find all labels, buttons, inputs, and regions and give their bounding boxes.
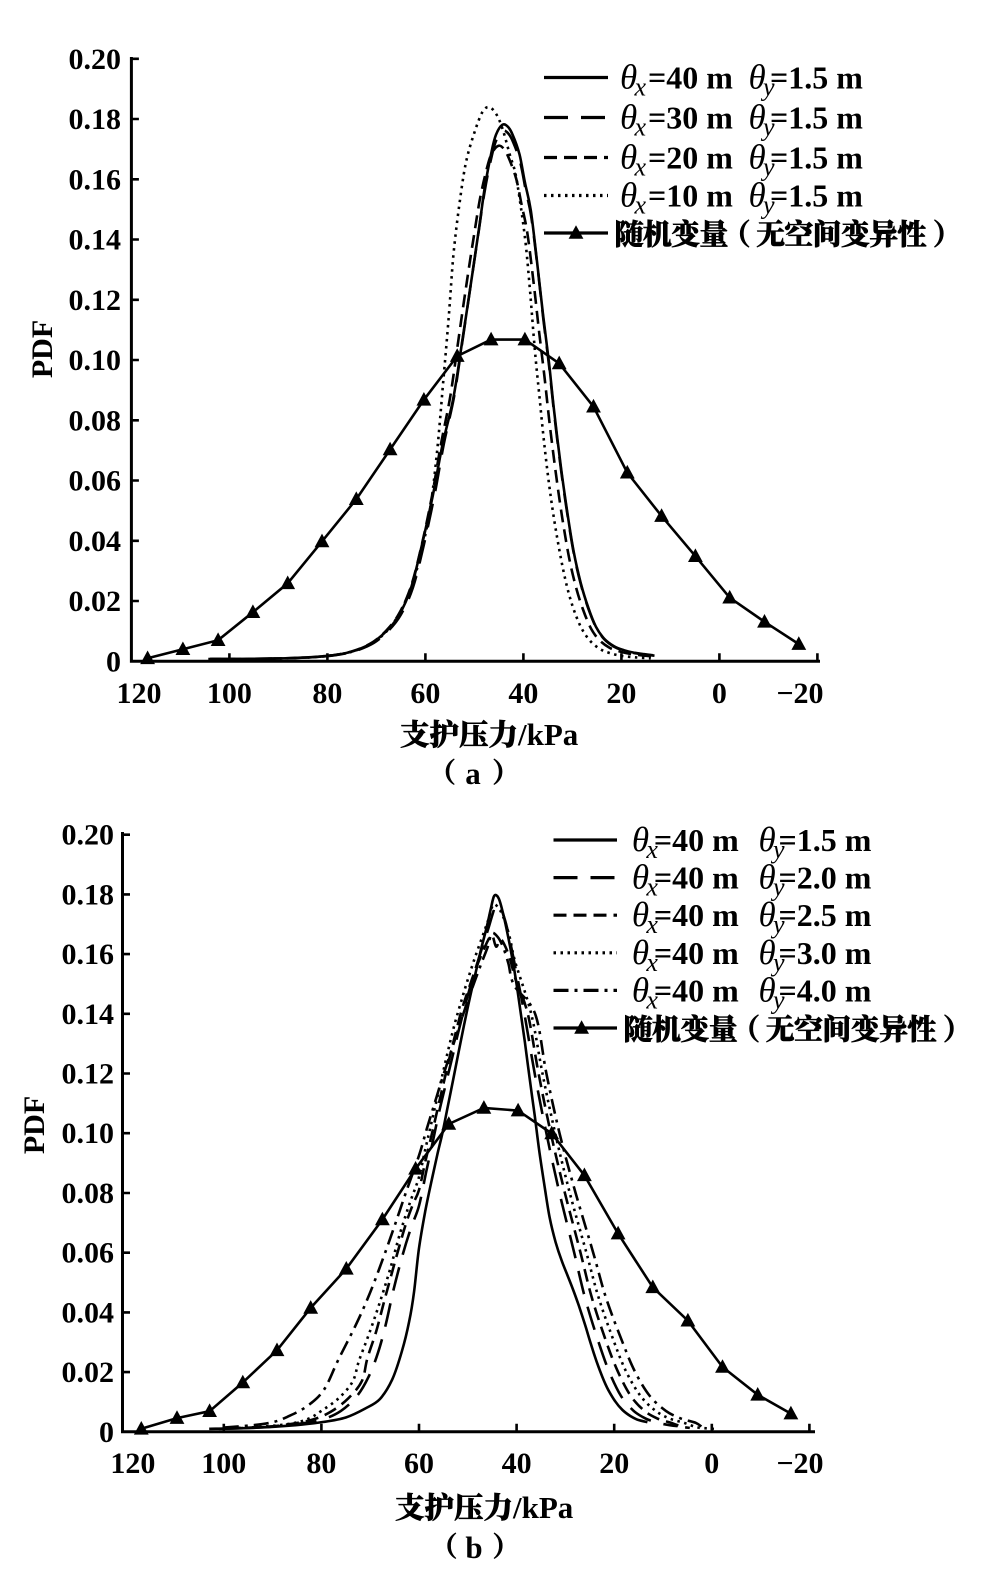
svg-text:0.16: 0.16 bbox=[69, 163, 122, 196]
svg-text:0.08: 0.08 bbox=[62, 1177, 115, 1210]
svg-text:0.12: 0.12 bbox=[69, 284, 122, 317]
svg-text:40: 40 bbox=[502, 1447, 532, 1480]
svg-text:θ: θ bbox=[632, 820, 649, 859]
svg-text:θ: θ bbox=[749, 58, 766, 97]
svg-text:100: 100 bbox=[207, 677, 252, 710]
svg-text:PDF: PDF bbox=[18, 1096, 51, 1154]
svg-text:=40 m: =40 m bbox=[648, 60, 733, 96]
svg-text:0: 0 bbox=[704, 1447, 719, 1480]
svg-text:y: y bbox=[760, 191, 775, 220]
svg-text:y: y bbox=[770, 948, 785, 977]
svg-text:0.20: 0.20 bbox=[62, 819, 115, 852]
svg-text:0.06: 0.06 bbox=[69, 465, 122, 498]
svg-text:θ: θ bbox=[749, 98, 766, 137]
svg-text:120: 120 bbox=[110, 1447, 155, 1480]
svg-text:PDF: PDF bbox=[26, 320, 59, 378]
svg-text:=40 m: =40 m bbox=[654, 860, 739, 896]
svg-text:θ: θ bbox=[632, 970, 649, 1009]
svg-text:y: y bbox=[770, 835, 785, 864]
svg-text:θ: θ bbox=[632, 858, 649, 897]
svg-text:=1.5 m: =1.5 m bbox=[770, 178, 863, 214]
svg-text:θ: θ bbox=[620, 138, 637, 177]
svg-text:θ: θ bbox=[620, 98, 637, 137]
svg-text:/kPa: /kPa bbox=[517, 717, 579, 752]
svg-text:x: x bbox=[645, 948, 658, 977]
svg-text:=1.5 m: =1.5 m bbox=[770, 100, 863, 136]
svg-text:=1.5 m: =1.5 m bbox=[779, 822, 872, 858]
svg-text:0: 0 bbox=[712, 677, 727, 710]
svg-text:0.02: 0.02 bbox=[62, 1356, 115, 1389]
svg-text:x: x bbox=[634, 153, 647, 182]
svg-text:x: x bbox=[634, 73, 647, 102]
svg-text:y: y bbox=[760, 73, 775, 102]
svg-text:0.18: 0.18 bbox=[62, 878, 115, 911]
svg-text:80: 80 bbox=[306, 1447, 336, 1480]
svg-text:=1.5 m: =1.5 m bbox=[770, 60, 863, 96]
svg-text:40: 40 bbox=[508, 677, 538, 710]
svg-text:120: 120 bbox=[117, 677, 162, 710]
svg-text:20: 20 bbox=[606, 677, 636, 710]
svg-text:0.18: 0.18 bbox=[69, 103, 122, 136]
svg-text:x: x bbox=[645, 835, 658, 864]
svg-text:y: y bbox=[760, 113, 775, 142]
svg-text:=40 m: =40 m bbox=[654, 935, 739, 971]
svg-text:x: x bbox=[634, 113, 647, 142]
svg-text:=1.5 m: =1.5 m bbox=[770, 140, 863, 176]
svg-text:60: 60 bbox=[404, 1447, 434, 1480]
svg-text:x: x bbox=[645, 985, 658, 1014]
svg-text:=10 m: =10 m bbox=[648, 178, 733, 214]
svg-text:=20 m: =20 m bbox=[648, 140, 733, 176]
svg-text:=3.0 m: =3.0 m bbox=[779, 935, 872, 971]
svg-text:θ: θ bbox=[632, 933, 649, 972]
svg-text:0.10: 0.10 bbox=[69, 344, 122, 377]
svg-text:0: 0 bbox=[99, 1416, 114, 1449]
svg-text:b: b bbox=[465, 1530, 482, 1565]
svg-text:y: y bbox=[770, 910, 785, 939]
svg-text:0.20: 0.20 bbox=[69, 43, 122, 76]
svg-text:0.10: 0.10 bbox=[62, 1117, 115, 1150]
svg-text:0.04: 0.04 bbox=[62, 1296, 115, 1329]
svg-text:θ: θ bbox=[759, 858, 776, 897]
svg-text:0.14: 0.14 bbox=[62, 998, 115, 1031]
svg-text:a: a bbox=[465, 756, 481, 791]
svg-text:=40 m: =40 m bbox=[654, 972, 739, 1008]
svg-text:60: 60 bbox=[410, 677, 440, 710]
svg-text:0: 0 bbox=[106, 645, 121, 678]
svg-text:=40 m: =40 m bbox=[654, 897, 739, 933]
svg-text:y: y bbox=[760, 153, 775, 182]
svg-text:x: x bbox=[645, 873, 658, 902]
svg-text:θ: θ bbox=[759, 895, 776, 934]
svg-text:100: 100 bbox=[201, 1447, 246, 1480]
svg-text:0.04: 0.04 bbox=[69, 525, 122, 558]
svg-text:=40 m: =40 m bbox=[654, 822, 739, 858]
svg-text:θ: θ bbox=[759, 970, 776, 1009]
svg-text:0.02: 0.02 bbox=[69, 585, 122, 618]
svg-text:x: x bbox=[645, 910, 658, 939]
svg-text:0.14: 0.14 bbox=[69, 224, 122, 257]
svg-text:y: y bbox=[770, 985, 785, 1014]
svg-text:θ: θ bbox=[620, 58, 637, 97]
svg-text:θ: θ bbox=[620, 176, 637, 215]
svg-text:θ: θ bbox=[759, 933, 776, 972]
svg-text:20: 20 bbox=[599, 1447, 629, 1480]
svg-text:−20: −20 bbox=[776, 1447, 823, 1480]
svg-text:=2.5 m: =2.5 m bbox=[779, 897, 872, 933]
svg-text:80: 80 bbox=[312, 677, 342, 710]
svg-text:θ: θ bbox=[749, 176, 766, 215]
svg-text:=30 m: =30 m bbox=[648, 100, 733, 136]
svg-text:θ: θ bbox=[749, 138, 766, 177]
svg-text:x: x bbox=[634, 191, 647, 220]
svg-text:=2.0 m: =2.0 m bbox=[779, 860, 872, 896]
svg-text:=4.0 m: =4.0 m bbox=[779, 972, 872, 1008]
svg-text:0.08: 0.08 bbox=[69, 404, 122, 437]
svg-text:−20: −20 bbox=[776, 677, 823, 710]
svg-text:/kPa: /kPa bbox=[512, 1490, 574, 1525]
svg-text:y: y bbox=[770, 873, 785, 902]
svg-text:θ: θ bbox=[759, 820, 776, 859]
svg-text:0.06: 0.06 bbox=[62, 1237, 115, 1270]
svg-text:θ: θ bbox=[632, 895, 649, 934]
svg-text:0.12: 0.12 bbox=[62, 1058, 115, 1091]
svg-text:0.16: 0.16 bbox=[62, 938, 115, 971]
